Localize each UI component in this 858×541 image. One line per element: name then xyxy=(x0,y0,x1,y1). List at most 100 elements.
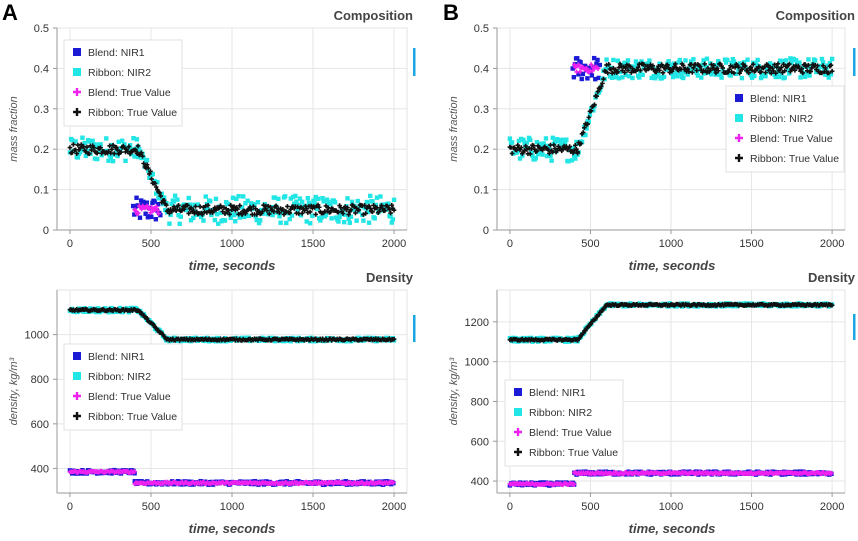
data-point xyxy=(711,62,716,68)
data-point xyxy=(530,153,535,158)
data-point xyxy=(722,57,728,62)
data-point xyxy=(131,135,136,141)
data-point xyxy=(293,193,298,199)
data-point xyxy=(346,216,351,221)
data-point xyxy=(387,207,392,212)
data-point xyxy=(312,201,317,206)
legend-swatch xyxy=(73,108,81,116)
data-point xyxy=(806,62,811,68)
data-point xyxy=(284,220,289,226)
data-point xyxy=(157,190,162,196)
legend-swatch xyxy=(73,48,81,56)
data-point xyxy=(287,216,292,222)
data-point xyxy=(582,125,587,131)
data-point xyxy=(573,156,578,161)
data-point xyxy=(294,199,299,204)
data-point xyxy=(77,149,83,155)
data-point xyxy=(633,59,639,64)
data-point xyxy=(370,199,375,204)
data-point xyxy=(227,212,232,217)
data-point xyxy=(185,203,190,208)
x-tick-label: 500 xyxy=(581,501,599,513)
data-point xyxy=(625,58,631,63)
legend-label: Blend: True Value xyxy=(529,427,612,439)
series-blend-true-value xyxy=(132,203,161,217)
data-point xyxy=(535,151,541,157)
data-point xyxy=(146,168,151,173)
data-point xyxy=(730,56,736,62)
x-tick-label: 0 xyxy=(507,238,513,250)
legend-label: Ribbon: NIR2 xyxy=(88,371,151,383)
data-point xyxy=(527,151,533,157)
data-point xyxy=(346,212,351,217)
data-point xyxy=(144,203,150,209)
data-point xyxy=(239,205,245,210)
data-point xyxy=(201,218,206,223)
data-point xyxy=(770,65,775,71)
data-point xyxy=(788,56,793,61)
data-point xyxy=(739,66,745,72)
data-point xyxy=(143,211,148,216)
data-point xyxy=(681,75,686,81)
data-point xyxy=(256,220,262,226)
data-point xyxy=(135,143,141,149)
series-markers xyxy=(67,135,397,226)
legend-label: Blend: True Value xyxy=(88,87,171,99)
data-point xyxy=(776,74,782,80)
data-point xyxy=(739,75,745,81)
data-point xyxy=(775,61,781,67)
data-point xyxy=(391,480,396,485)
data-point xyxy=(84,144,90,150)
data-point xyxy=(669,69,675,74)
data-point xyxy=(324,197,330,202)
data-point xyxy=(108,155,113,161)
data-point xyxy=(630,66,635,71)
data-point xyxy=(132,154,137,159)
y-tick-label: 600 xyxy=(31,419,49,431)
series-blend-true-value xyxy=(572,62,601,75)
data-point xyxy=(234,196,239,202)
data-point xyxy=(253,214,258,219)
data-point xyxy=(577,335,583,341)
chart-title: Composition xyxy=(334,8,413,23)
data-point xyxy=(745,57,750,62)
data-point xyxy=(588,62,594,67)
x-tick-label: 1500 xyxy=(739,501,763,513)
data-point xyxy=(153,217,159,222)
data-point xyxy=(576,72,581,77)
chart-A-density: 400 600 800 1000 0 500 1000 1500 2000 Density time… xyxy=(8,270,416,536)
data-point xyxy=(800,70,806,76)
data-point xyxy=(177,221,182,226)
data-point xyxy=(665,62,670,68)
data-point xyxy=(709,72,714,77)
data-point xyxy=(243,211,248,216)
x-tick-label: 500 xyxy=(581,238,599,250)
data-point xyxy=(356,335,362,341)
data-point xyxy=(348,207,354,213)
data-point xyxy=(659,62,665,68)
data-point xyxy=(188,218,194,223)
data-point xyxy=(171,199,177,204)
data-point xyxy=(674,70,679,75)
legend: Blend: NIR1 Ribbon: NIR2 Blend: True Value… xyxy=(504,379,624,467)
data-point xyxy=(741,60,747,65)
data-point xyxy=(118,149,124,155)
data-point xyxy=(588,108,594,114)
data-point xyxy=(823,65,828,71)
data-point xyxy=(374,195,380,200)
data-point xyxy=(661,74,667,79)
data-point xyxy=(820,60,826,65)
legend-swatch xyxy=(73,392,81,400)
data-point xyxy=(304,219,309,224)
data-point xyxy=(763,70,768,75)
data-point xyxy=(551,142,557,148)
data-point xyxy=(704,56,710,61)
y-tick-label: 1000 xyxy=(465,357,489,369)
legend-label: Ribbon: NIR2 xyxy=(529,407,592,419)
data-point xyxy=(200,212,205,217)
data-point xyxy=(104,136,109,141)
data-point xyxy=(110,158,116,164)
data-point xyxy=(808,69,813,74)
data-point xyxy=(763,73,768,79)
